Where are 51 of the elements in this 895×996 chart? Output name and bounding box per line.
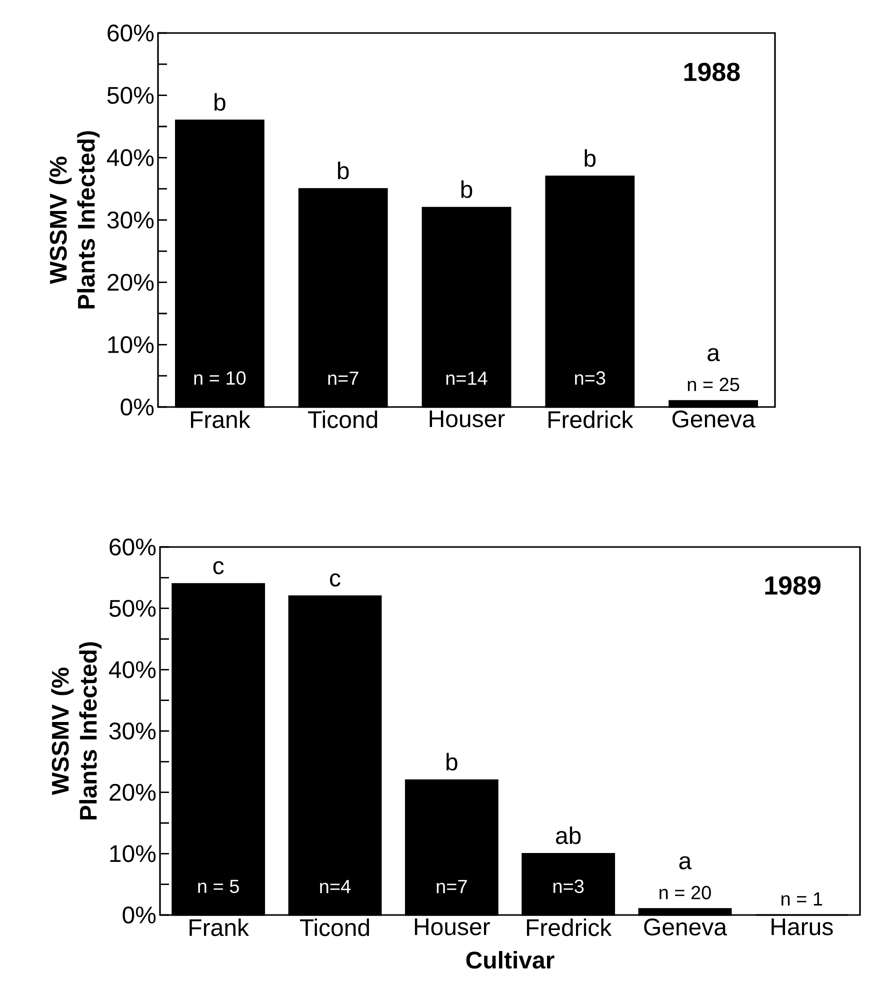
annotation: c [213,561,224,574]
y-tick-label: 20% [110,784,156,801]
x-tick-label: Frank [190,918,250,936]
x-tick-label: Fredrick [526,918,612,936]
x-tick-label: Harus [772,918,833,936]
x-tick-label: Geneva [644,918,728,936]
text: 1988 [684,62,740,82]
annotation: n = 20 [660,886,711,900]
annotation: n=3 [553,880,584,894]
y-axis-title: WSSMV (% Plants Infected) [49,131,100,308]
annotation: n=4 [320,880,351,894]
y-axis-title: WSSMV (% Plants Infected) [51,642,102,820]
x-tick-label: Frank [191,410,250,428]
annotation: n = 25 [688,378,740,392]
x-tick-label: Geneva [672,410,756,428]
x-tick-label: Fredrick [548,410,634,428]
y-tick-label: 10% [108,336,154,354]
annotation: n=14 [446,372,488,385]
annotation: b [461,180,472,198]
x-tick-label: Ticond [308,410,378,428]
y-tick-label: 30% [109,722,156,740]
annotation: b [446,752,458,771]
y-tick-label: 0% [122,906,156,924]
annotation: b [338,162,349,180]
y-tick-label: 60% [108,24,154,42]
annotation: ab [556,826,581,844]
annotation: a [708,348,720,362]
annotation: b [214,93,226,111]
annotation: n = 1 [782,892,822,906]
annotation: n = 5 [198,880,239,894]
annotation: n = 10 [194,371,246,385]
annotation: c [330,573,340,587]
y-tick-label: 10% [110,845,156,862]
annotation: n=7 [328,372,358,385]
x-tick-label: Ticond [300,918,370,936]
y-tick-label: 50% [109,600,156,617]
annotation: a [679,856,692,870]
y-tick-label: 20% [108,274,154,291]
text: 1989 [765,576,820,595]
x-tick-label: Houser [430,410,505,428]
y-tick-label: 40% [106,149,154,166]
y-tick-label: 0% [120,398,154,416]
y-tick-label: 30% [107,212,154,228]
y-tick-label: 50% [107,86,154,104]
x-axis-title: Cultivar [466,951,554,969]
y-tick-label: 40% [108,661,156,678]
annotation: n=7 [436,880,467,894]
annotation: b [584,149,596,167]
annotation: n=3 [575,371,606,385]
y-tick-label: 60% [110,538,156,556]
x-tick-label: Houser [414,918,490,936]
